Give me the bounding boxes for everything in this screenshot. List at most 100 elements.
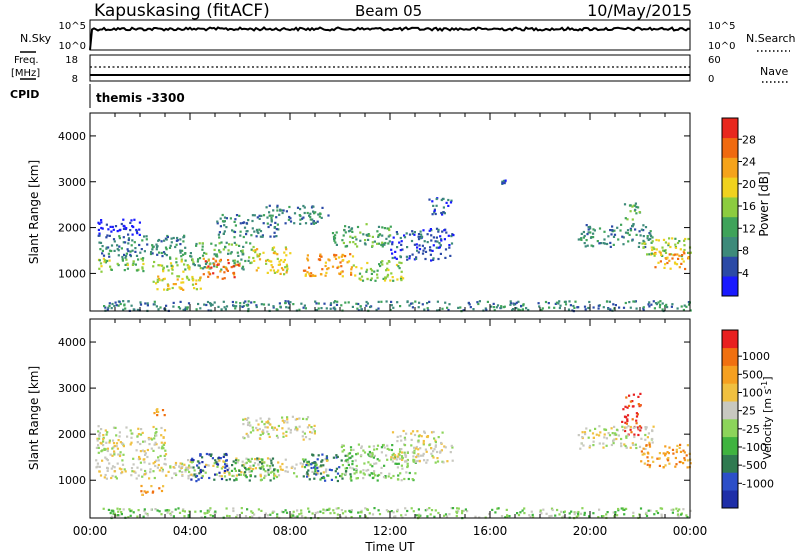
velocity-cell [504, 516, 507, 519]
velocity-cell [204, 515, 207, 519]
power-cell [107, 246, 110, 249]
power-cell [609, 229, 612, 232]
power-cell [438, 246, 441, 249]
velocity-cell [146, 490, 149, 493]
velocity-cell [264, 474, 267, 477]
power-cell [317, 258, 320, 261]
power-cell [426, 241, 429, 244]
power-cell [426, 307, 429, 310]
velocity-cell [605, 437, 608, 440]
power-cell [171, 272, 174, 275]
power-cell [197, 264, 200, 267]
power-cell [599, 242, 603, 245]
power-cell [274, 252, 277, 255]
velocity-cell [396, 508, 399, 511]
velocity-cell [371, 476, 374, 480]
velocity-cell [218, 459, 221, 462]
velocity-cell [456, 507, 459, 510]
velocity-cell [367, 453, 370, 456]
velocity-cell [232, 460, 235, 463]
power-cell [417, 235, 420, 238]
velocity-cell [640, 437, 643, 440]
velocity-cell [158, 469, 161, 472]
nsearch-tick-bottom: 10^0 [708, 41, 735, 52]
power-cell [377, 235, 380, 238]
power-cell [176, 278, 179, 281]
power-cell [450, 235, 453, 238]
power-cell [151, 244, 154, 247]
velocity-cell [169, 512, 172, 515]
power-cell [586, 244, 589, 247]
power-cell [429, 249, 432, 252]
velocity-cell [627, 425, 630, 428]
velocity-cell [623, 508, 626, 511]
power-y-tick-label: 4000 [58, 130, 86, 143]
power-cell [342, 241, 345, 245]
velocity-cell [311, 462, 314, 465]
cpid-label: CPID [10, 88, 39, 101]
power-cell [386, 262, 389, 265]
velocity-cell [686, 466, 689, 469]
velocity-cell [400, 479, 403, 482]
velocity-cell [112, 446, 115, 449]
velocity-cell [679, 443, 682, 446]
freq-label-1: Freq. [14, 55, 39, 66]
power-cell [254, 251, 257, 254]
power-cell [250, 234, 253, 237]
velocity-cell [228, 471, 231, 474]
velocity-cell [391, 460, 394, 463]
power-cell [129, 221, 132, 224]
velocity-cell [432, 456, 435, 459]
power-cell [233, 230, 237, 234]
velocity-cell [372, 456, 375, 459]
velocity-cell [193, 473, 196, 476]
velocity-cell [307, 460, 310, 463]
power-cell [389, 225, 392, 228]
velocity-cell [598, 425, 601, 428]
velocity-cell [405, 471, 408, 474]
power-cell [284, 300, 287, 303]
power-cell [253, 301, 256, 304]
power-cell [381, 241, 384, 244]
velocity-cell [175, 473, 178, 477]
velocity-cell [163, 454, 166, 457]
velocity-cell [382, 476, 386, 479]
velocity-cell [306, 475, 309, 478]
velocity-cell [275, 475, 279, 479]
power-cell [114, 225, 118, 228]
velocity-cell [195, 475, 199, 478]
velocity-cell [623, 426, 626, 429]
power-cell [602, 242, 605, 245]
velocity-cell [153, 443, 156, 446]
velocity-cell [130, 432, 133, 435]
velocity-cell [672, 508, 675, 511]
power-cell [417, 251, 420, 254]
power-cell [143, 250, 146, 253]
power-cell [122, 218, 125, 221]
velocity-cell [598, 508, 601, 511]
velocity-cell [629, 425, 632, 429]
power-cell [441, 230, 444, 233]
velocity-cell [129, 510, 132, 513]
velocity-cell [579, 512, 583, 515]
power-cell [504, 179, 507, 182]
power-cell [537, 302, 540, 305]
velocity-cell [634, 426, 637, 429]
power-cell [327, 267, 330, 270]
velocity-cell [647, 460, 650, 463]
velocity-cell [322, 508, 325, 511]
power-cell [231, 300, 234, 304]
velocity-colorbar-tick: 1000 [742, 350, 770, 363]
velocity-cell [225, 465, 228, 468]
power-cell [116, 262, 119, 265]
power-cell [683, 304, 686, 307]
velocity-cell [124, 470, 127, 473]
velocity-cell [344, 472, 347, 475]
time-tick-label: 00:00 [673, 524, 708, 538]
velocity-cell [272, 477, 276, 480]
power-cell [390, 272, 393, 275]
velocity-cell [281, 462, 284, 466]
power-cell [242, 304, 245, 308]
power-cell [331, 232, 335, 235]
power-cell [280, 209, 283, 212]
